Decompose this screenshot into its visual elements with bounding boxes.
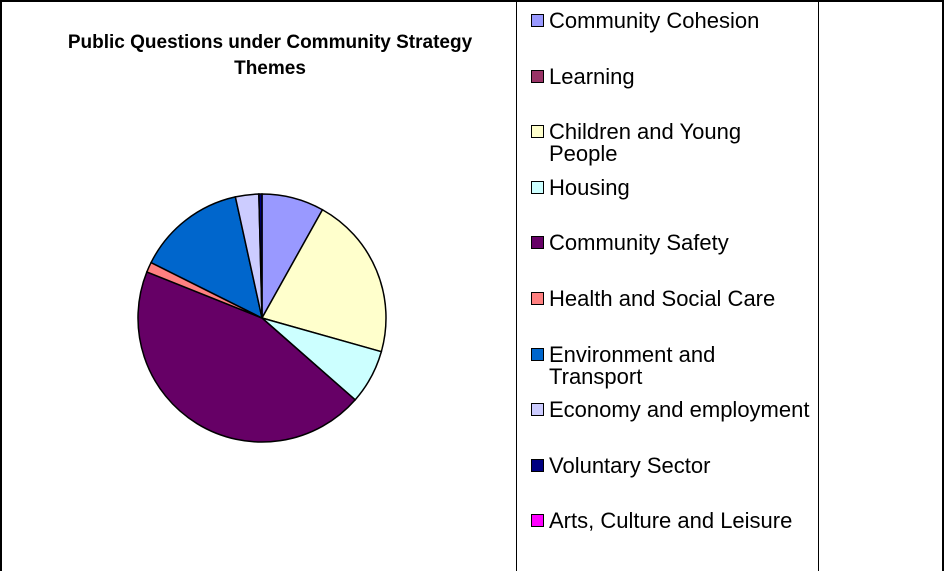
legend-item-learning: Learning [531,63,811,89]
legend-swatch-children-and-young-people [531,125,544,139]
legend-right-border [818,0,819,571]
legend-swatch-arts-culture-and-leisure [531,514,544,528]
frame-top-border [0,0,944,2]
legend-item-environment-and-transport: Environment and Transport [531,341,811,389]
legend-swatch-community-cohesion [531,14,544,27]
legend-item-housing: Housing [531,174,811,200]
chart-title: Public Questions under Community Strateg… [67,32,473,79]
legend-label-health-and-social-care: Health and Social Care [549,286,776,311]
legend-label-arts-culture-and-leisure: Arts, Culture and Leisure [549,508,793,534]
pie-slice-environment-and-transport [150,195,264,320]
legend-left-border [516,0,517,571]
pie-slice-children-and-young-people [260,208,387,353]
legend-swatch-learning [531,69,544,83]
legend-item-community-cohesion: Community Cohesion [531,10,811,32]
legend-label-voluntary-sector: Voluntary Sector [549,452,711,478]
pie-slice-voluntary-sector [258,193,263,319]
legend-swatch-environment-and-transport [531,347,544,361]
legend-swatch-community-safety [531,236,544,250]
legend-label-community-cohesion: Community Cohesion [549,10,760,33]
pie-chart [137,193,387,443]
legend-swatch-health-and-social-care [531,292,544,305]
legend-label-community-safety: Community Safety [549,230,729,256]
legend: Community Cohesion Learning Children and Y… [519,10,814,571]
legend-label-environment-and-transport: Environment and Transport [549,341,716,389]
legend-item-children-and-young-people: Children and Young People [531,121,811,165]
legend-label-housing: Housing [549,174,630,200]
legend-swatch-housing [531,180,544,194]
legend-item-community-safety: Community Safety [531,232,811,254]
pie-slice-community-safety [137,270,357,443]
legend-item-health-and-social-care: Health and Social Care [531,288,811,310]
frame-right-border [942,0,944,571]
legend-swatch-economy-and-employment [531,403,544,417]
legend-item-economy-and-employment: Economy and employment [531,399,811,421]
legend-label-children-and-young-people: Children and Young People [549,119,742,167]
legend-label-economy-and-employment: Economy and employment [549,397,810,423]
legend-label-learning: Learning [549,63,635,89]
frame-left-border [0,0,2,571]
legend-item-voluntary-sector: Voluntary Sector [531,452,811,478]
legend-swatch-voluntary-sector [531,458,544,472]
legend-item-arts-culture-and-leisure: Arts, Culture and Leisure [531,510,811,532]
